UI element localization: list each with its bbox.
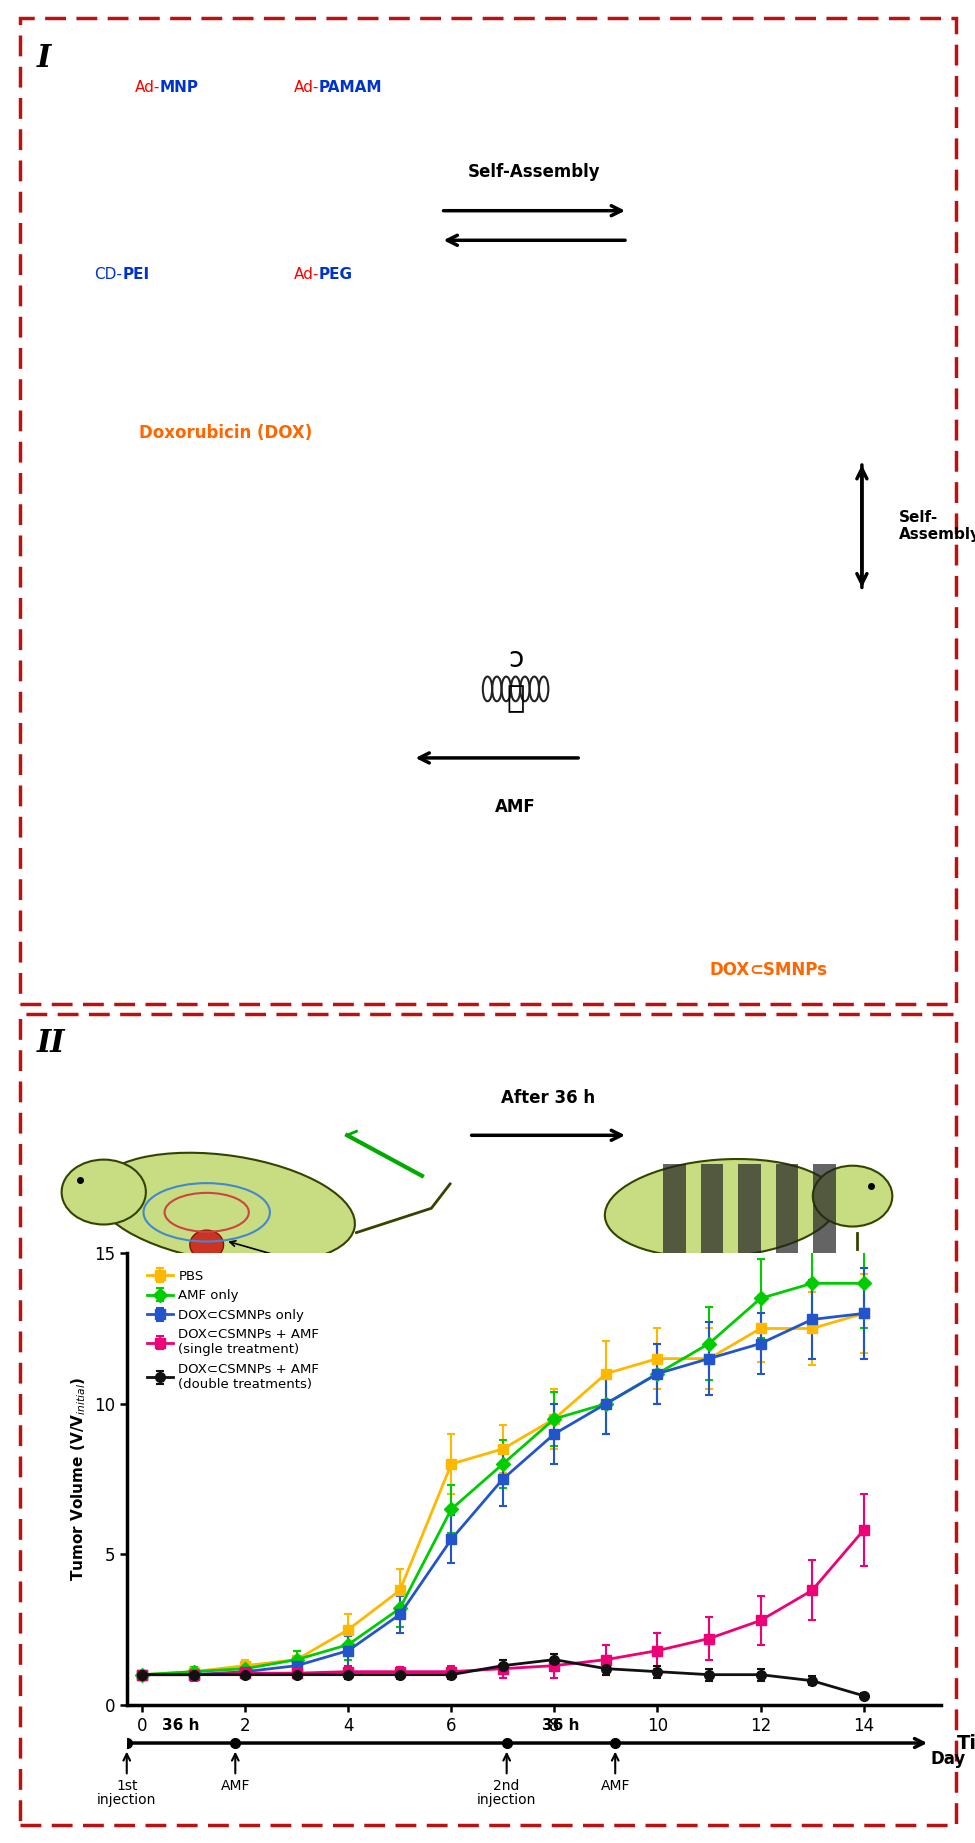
Text: PAMAM: PAMAM (319, 79, 382, 96)
Text: ⊂SMNPs: ⊂SMNPs (750, 960, 828, 979)
Text: CD-: CD- (95, 267, 123, 282)
Text: 36 h: 36 h (162, 1718, 200, 1732)
Text: injection: injection (98, 1793, 156, 1806)
FancyBboxPatch shape (20, 18, 956, 1004)
Text: injection: injection (477, 1793, 536, 1806)
Text: AMF: AMF (220, 1778, 250, 1793)
Text: AMF: AMF (601, 1778, 630, 1793)
Text: PEG: PEG (319, 267, 353, 282)
Y-axis label: Tumor Volume (V/V$_{initial}$): Tumor Volume (V/V$_{initial}$) (69, 1377, 89, 1581)
Text: Doxorubicin (DOX): Doxorubicin (DOX) (138, 424, 312, 442)
Text: DOX: DOX (710, 960, 750, 979)
Text: ↄ: ↄ (508, 645, 524, 673)
Text: Tumor: Tumor (230, 1240, 349, 1275)
Text: Self-Assembly: Self-Assembly (468, 164, 601, 181)
FancyBboxPatch shape (813, 1163, 836, 1253)
Text: MNP: MNP (160, 79, 199, 96)
Text: Timeline: Timeline (957, 1734, 975, 1753)
Text: Ad-: Ad- (293, 267, 319, 282)
Legend: PBS, AMF only, DOX⊂CSMNPs only, DOX⊂CSMNPs + AMF
(single treatment), DOX⊂CSMNPs : PBS, AMF only, DOX⊂CSMNPs only, DOX⊂CSMN… (141, 1264, 325, 1397)
Text: Day: Day (930, 1751, 966, 1767)
Ellipse shape (96, 1152, 355, 1264)
Ellipse shape (604, 1159, 838, 1257)
Text: After 36 h: After 36 h (501, 1089, 596, 1108)
FancyBboxPatch shape (20, 1014, 956, 1825)
FancyBboxPatch shape (738, 1163, 761, 1253)
Text: II: II (36, 1028, 65, 1060)
FancyBboxPatch shape (701, 1163, 723, 1253)
Text: I: I (36, 42, 51, 74)
Text: PEI: PEI (123, 267, 149, 282)
Text: 1st: 1st (116, 1778, 137, 1793)
Circle shape (190, 1229, 223, 1259)
FancyBboxPatch shape (776, 1163, 799, 1253)
Text: 36 h: 36 h (542, 1718, 580, 1732)
Text: Ad-: Ad- (293, 79, 319, 96)
Text: Ad-: Ad- (135, 79, 160, 96)
FancyBboxPatch shape (663, 1163, 686, 1253)
Ellipse shape (61, 1159, 146, 1224)
Ellipse shape (813, 1167, 892, 1227)
Text: AMF: AMF (495, 798, 536, 816)
Text: Self-
Assembly: Self- Assembly (899, 511, 975, 542)
Text: 〜: 〜 (506, 684, 525, 713)
Text: 2nd: 2nd (493, 1778, 520, 1793)
